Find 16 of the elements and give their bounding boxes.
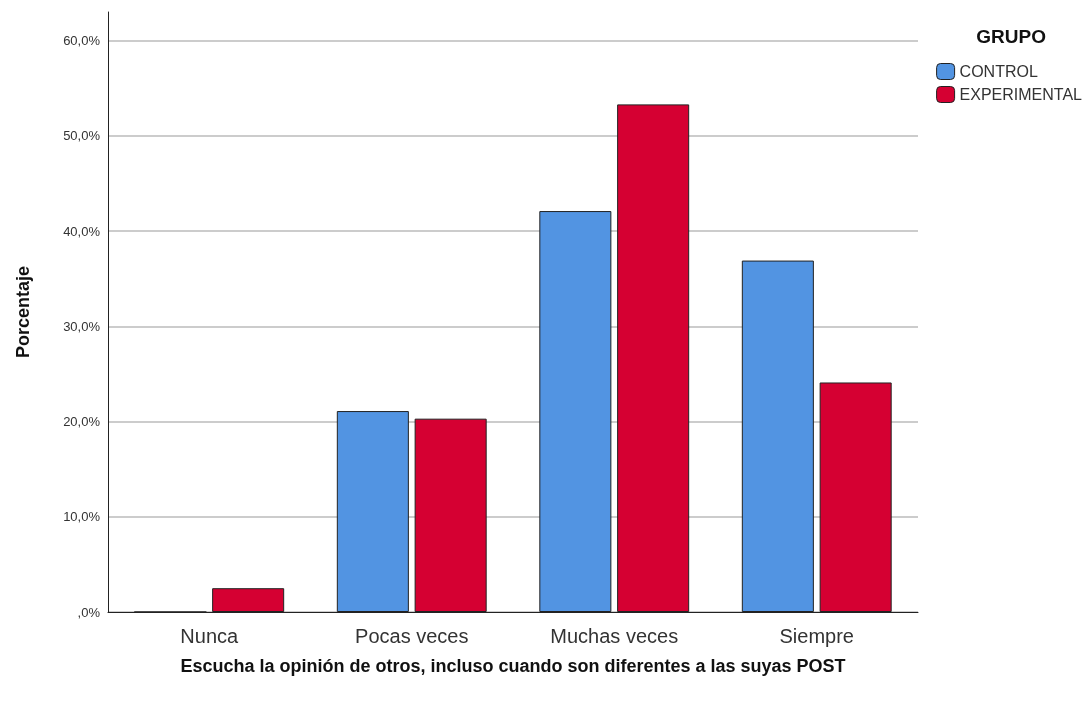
legend-label: CONTROL: [959, 63, 1038, 80]
y-tick-label: 20,0%: [63, 414, 101, 430]
y-tick-label: 50,0%: [63, 128, 101, 144]
y-axis-title: Porcentaje: [13, 265, 33, 359]
x-tick-label: Pocas veces: [355, 625, 469, 647]
legend-title: GRUPO: [976, 26, 1047, 47]
y-tick-label: 40,0%: [63, 223, 101, 239]
y-tick-label: ,0%: [77, 604, 101, 620]
y-tick-label: 60,0%: [63, 33, 101, 49]
x-tick-label: Muchas veces: [550, 625, 679, 647]
x-axis-title: Escucha la opinión de otros, incluso cuando son diferentes a las suyas POST: [180, 656, 846, 676]
y-tick-label: 10,0%: [63, 509, 101, 525]
y-tick-label: 30,0%: [63, 318, 101, 334]
legend-label: EXPERIMENTAL: [959, 86, 1083, 103]
x-tick-label: Nunca: [180, 625, 240, 647]
x-tick-label: Siempre: [779, 625, 854, 647]
